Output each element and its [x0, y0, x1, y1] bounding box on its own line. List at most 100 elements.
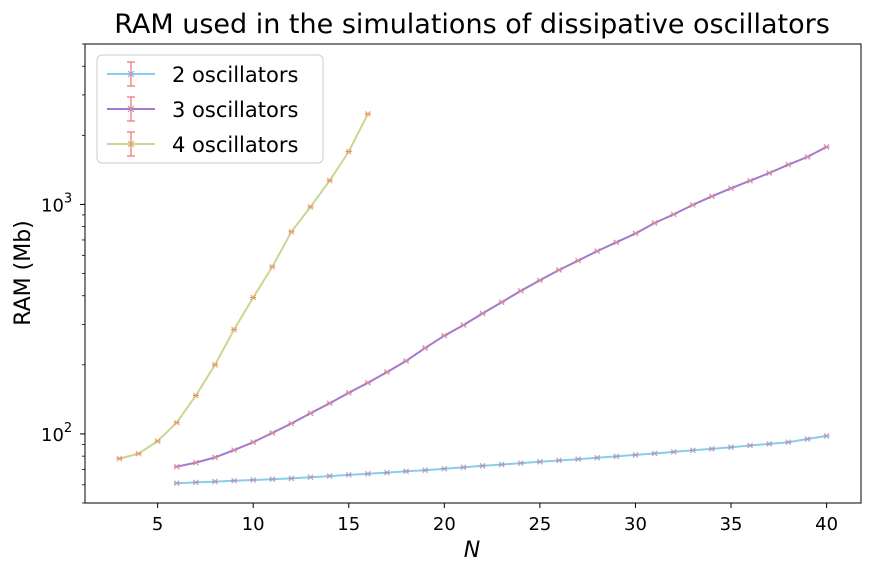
- data-point: [670, 448, 677, 455]
- data-point: [364, 379, 371, 386]
- x-tick-label: 15: [337, 514, 360, 535]
- data-point: [441, 465, 448, 472]
- legend-label: 4 oscillators: [172, 133, 298, 157]
- data-point: [422, 344, 429, 351]
- data-point: [728, 444, 735, 451]
- data-point: [689, 201, 696, 208]
- data-point: [345, 471, 352, 478]
- data-point: [594, 248, 601, 255]
- data-point: [288, 420, 295, 427]
- data-point: [536, 458, 543, 465]
- x-tick-label: 35: [720, 514, 743, 535]
- data-point: [326, 400, 333, 407]
- data-point: [766, 170, 773, 176]
- x-axis-label: N: [464, 538, 480, 563]
- y-tick-label: 102: [41, 421, 72, 446]
- data-point: [231, 477, 238, 484]
- series-3-oscillators: [173, 144, 830, 470]
- x-tick-label: 25: [528, 514, 551, 535]
- legend-box: [96, 54, 324, 164]
- data-point: [689, 447, 696, 454]
- data-point: [192, 392, 199, 399]
- data-point: [231, 326, 238, 333]
- data-point: [785, 439, 792, 446]
- data-point: [517, 287, 524, 294]
- data-point: [460, 322, 467, 329]
- data-point: [479, 310, 486, 317]
- data-point: [556, 267, 563, 273]
- series-layer: [116, 110, 830, 487]
- series-2-oscillators: [173, 433, 830, 487]
- data-point: [269, 263, 276, 270]
- data-point: [307, 410, 314, 417]
- data-point: [116, 455, 123, 462]
- data-point: [441, 332, 448, 339]
- x-tick-label: 40: [815, 514, 838, 535]
- x-tick-label: 20: [433, 514, 456, 535]
- data-point: [823, 433, 830, 439]
- data-point: [422, 467, 429, 474]
- data-point: [250, 294, 257, 301]
- x-tick-label: 30: [624, 514, 647, 535]
- data-point: [154, 438, 161, 445]
- data-point: [556, 457, 563, 464]
- data-point: [135, 450, 142, 457]
- data-point: [364, 110, 371, 117]
- data-point: [479, 462, 486, 469]
- data-point: [288, 475, 295, 482]
- series-line: [119, 113, 369, 460]
- data-point: [383, 369, 390, 375]
- x-axis: 5 10 15 20 25 30 35 40: [152, 503, 838, 535]
- legend-label: 2 oscillators: [172, 63, 298, 87]
- data-point: [211, 454, 218, 461]
- data-point: [785, 161, 792, 168]
- legend-label: 3 oscillators: [172, 98, 298, 122]
- data-point: [708, 446, 715, 452]
- x-tick-label: 5: [152, 514, 163, 535]
- data-point: [173, 463, 180, 470]
- data-point: [536, 277, 543, 284]
- legend: 2 oscillators 3 oscillators 4 oscillators: [96, 54, 324, 164]
- data-point: [345, 148, 352, 155]
- series-line: [176, 146, 828, 468]
- legend-item: 4 oscillators: [107, 131, 298, 157]
- series-4-oscillators: [116, 110, 371, 462]
- data-point: [250, 477, 257, 483]
- data-point: [403, 357, 410, 364]
- data-point: [670, 211, 677, 218]
- x-tick-label: 10: [242, 514, 265, 535]
- data-point: [326, 177, 333, 184]
- data-point: [613, 239, 620, 246]
- data-point: [231, 447, 238, 454]
- data-point: [575, 456, 582, 463]
- data-point: [326, 473, 333, 480]
- data-point: [651, 450, 658, 457]
- data-point: [383, 469, 390, 476]
- data-point: [575, 257, 582, 264]
- data-point: [823, 144, 830, 150]
- data-point: [804, 154, 811, 160]
- data-point: [708, 193, 715, 200]
- data-point: [498, 299, 505, 306]
- data-point: [728, 185, 735, 192]
- data-point: [211, 478, 218, 485]
- data-point: [288, 228, 295, 235]
- legend-item: 2 oscillators: [107, 61, 298, 87]
- data-point: [747, 442, 754, 449]
- data-point: [269, 476, 276, 483]
- data-point: [766, 440, 773, 447]
- data-point: [498, 461, 505, 468]
- data-point: [594, 454, 601, 461]
- y-axis: 102 103: [41, 43, 85, 504]
- data-point: [651, 220, 658, 226]
- data-point: [747, 177, 754, 184]
- data-point: [517, 460, 524, 467]
- data-point: [460, 464, 467, 471]
- data-point: [192, 459, 199, 466]
- data-point: [307, 204, 314, 210]
- y-axis-label: RAM (Mb): [11, 220, 36, 326]
- data-point: [403, 468, 410, 475]
- data-point: [173, 419, 180, 426]
- y-tick-label: 103: [41, 191, 72, 216]
